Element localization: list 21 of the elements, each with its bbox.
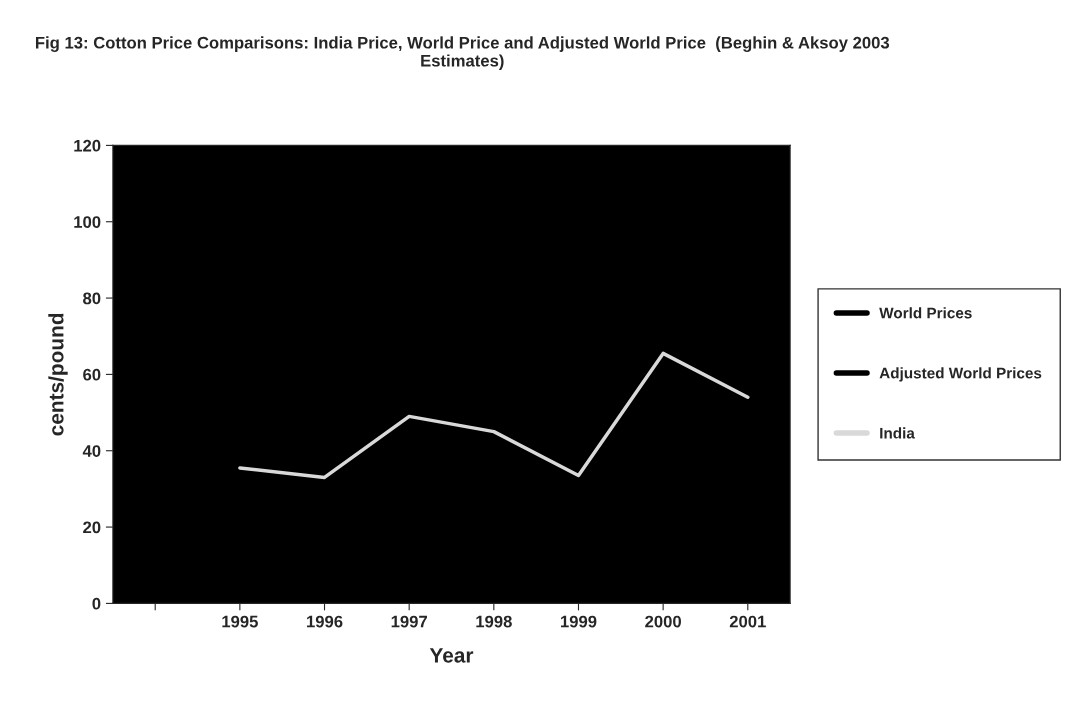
x-tick-label: 1995 (222, 615, 258, 628)
x-tick-label: 1996 (307, 615, 343, 628)
x-axis-title: Year (429, 648, 474, 663)
legend-label: Adjusted World Prices (879, 367, 1042, 382)
line-series (238, 351, 750, 480)
y-tick-label: 60 (83, 368, 101, 381)
x-tick-label: 2001 (729, 615, 766, 628)
legend-label: World Prices (879, 307, 972, 319)
x-tick-label: 1999 (561, 615, 597, 628)
legend-label: India (880, 427, 915, 439)
x-tick-label: 2000 (645, 615, 681, 628)
y-tick-label: 40 (82, 445, 101, 457)
chart-title: Fig 13: Cotton Price Comparisons: India Price, World Price and Adjusted World Price (Beghin & Aksoy 2003 Estimates) (35, 36, 890, 70)
x-tick-label: 1998 (476, 615, 512, 628)
x-tick-label: 1997 (391, 615, 427, 628)
y-tick-label: 20 (83, 521, 101, 534)
y-tick-label: 80 (83, 292, 101, 305)
y-axis-title: cents/pound (48, 313, 68, 436)
y-tick-label: 0 (92, 597, 101, 610)
y-tick-label: 120 (74, 139, 101, 152)
y-tick-label: 100 (74, 216, 101, 228)
